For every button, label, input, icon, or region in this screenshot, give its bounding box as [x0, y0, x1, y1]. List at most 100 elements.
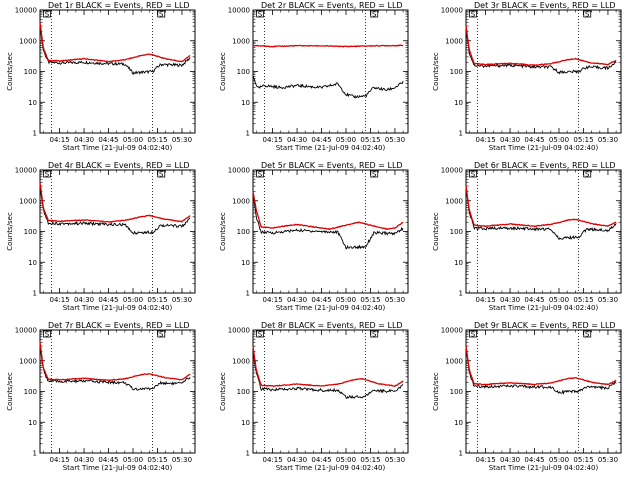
y-tick-label: 1: [33, 130, 37, 138]
segment-marker: [469, 330, 477, 338]
y-tick-label: 1: [459, 130, 463, 138]
y-tick-label: 100: [24, 388, 37, 396]
x-tick-label: 04:15: [262, 296, 282, 304]
x-tick-label: 04:45: [98, 136, 118, 144]
lld-rate-line: [39, 22, 191, 63]
x-tick-label: 05:00: [123, 136, 143, 144]
x-tick-label: 04:15: [49, 456, 69, 464]
lld-rate-line: [465, 346, 617, 386]
segment-marker: [157, 170, 166, 178]
x-tick-label: 05:00: [549, 136, 569, 144]
y-tick-label: 10000: [228, 167, 250, 175]
x-tick-label: 05:30: [385, 456, 405, 464]
y-tick-label: 10000: [441, 7, 463, 15]
x-tick-label: 04:30: [500, 136, 520, 144]
lld-rate-line: [39, 341, 191, 381]
y-tick-label: 10: [28, 419, 37, 427]
x-axis-label: Start Time (21-Jul-09 04:02:40): [489, 144, 599, 152]
segment-marker: [469, 10, 477, 18]
lld-rate-line: [252, 191, 404, 231]
x-tick-label: 05:00: [336, 456, 356, 464]
x-tick-label: 05:30: [598, 296, 618, 304]
y-tick-label: 10000: [15, 167, 37, 175]
plot-frame: [465, 9, 622, 134]
events-rate-line: [252, 75, 404, 99]
segment-marker: [256, 10, 264, 18]
segment-marker: [370, 10, 379, 18]
detector-panel-5: Det 5r BLACK = Events, RED = LLD 1 10 100 10…: [219, 161, 409, 312]
lld-rate-line: [252, 346, 404, 388]
x-tick-label: 04:30: [287, 136, 307, 144]
events-rate-line: [465, 188, 617, 241]
segment-marker: [583, 330, 592, 338]
y-tick-label: 1000: [19, 357, 37, 365]
x-tick-label: 05:30: [385, 296, 405, 304]
x-tick-label: 04:15: [262, 136, 282, 144]
x-tick-label: 04:15: [49, 136, 69, 144]
y-tick-label: 1000: [19, 197, 37, 205]
x-tick-label: 05:15: [360, 296, 380, 304]
y-tick-label: 1: [459, 290, 463, 298]
x-tick-label: 04:30: [287, 296, 307, 304]
events-rate-line: [39, 346, 191, 391]
y-tick-label: 1000: [232, 357, 250, 365]
segment-marker-label: S: [585, 331, 590, 339]
y-tick-label: 1: [33, 290, 37, 298]
segment-marker-label: S: [372, 331, 377, 339]
events-rate-line: [39, 186, 191, 236]
plot-frame: [39, 169, 196, 294]
segment-marker-label: S: [471, 171, 476, 179]
y-tick-label: 10: [454, 259, 463, 267]
x-tick-label: 04:30: [500, 296, 520, 304]
segment-marker-label: S: [45, 171, 50, 179]
x-tick-label: 05:00: [549, 296, 569, 304]
x-tick-label: 05:00: [549, 456, 569, 464]
y-tick-label: 1000: [232, 37, 250, 45]
segment-marker-label: S: [159, 11, 164, 19]
y-tick-label: 10000: [15, 7, 37, 15]
detector-panel-1: Det 1r BLACK = Events, RED = LLD 1 10 100 10…: [6, 1, 196, 152]
segment-marker-label: S: [471, 331, 476, 339]
panel-title: Det 6r BLACK = Events, RED = LLD: [474, 161, 616, 170]
y-tick-label: 1: [246, 290, 250, 298]
y-tick-label: 10000: [441, 327, 463, 335]
plot-frame: [39, 9, 196, 134]
panel-title: Det 9r BLACK = Events, RED = LLD: [474, 321, 616, 330]
segment-marker: [157, 10, 166, 18]
x-tick-label: 04:45: [311, 296, 331, 304]
segment-marker-label: S: [258, 331, 263, 339]
y-tick-label: 10: [241, 259, 250, 267]
plot-frame: [465, 329, 622, 454]
segment-marker-label: S: [159, 171, 164, 179]
events-rate-line: [252, 194, 404, 250]
segment-marker-label: S: [45, 11, 50, 19]
y-axis-label: Counts/sec: [432, 212, 440, 251]
y-axis-label: Counts/sec: [6, 212, 14, 251]
segment-marker-label: S: [258, 11, 263, 19]
x-tick-label: 04:45: [524, 296, 544, 304]
x-tick-label: 04:30: [500, 456, 520, 464]
x-axis-label: Start Time (21-Jul-09 04:02:40): [276, 464, 386, 472]
x-tick-label: 04:30: [74, 456, 94, 464]
detector-panel-9: Det 9r BLACK = Events, RED = LLD 1 10 100 10…: [432, 321, 622, 472]
events-rate-line: [465, 27, 617, 75]
events-rate-line: [465, 347, 617, 395]
x-tick-label: 05:15: [360, 456, 380, 464]
plot-frame: [252, 9, 409, 134]
x-tick-label: 04:45: [524, 456, 544, 464]
x-tick-label: 04:15: [262, 456, 282, 464]
y-tick-label: 10: [241, 99, 250, 107]
y-tick-label: 1: [246, 450, 250, 458]
y-axis-label: Counts/sec: [219, 372, 227, 411]
events-rate-line: [252, 352, 404, 399]
detector-panel-4: Det 4r BLACK = Events, RED = LLD 1 10 100 10…: [6, 161, 196, 312]
x-tick-label: 05:30: [172, 136, 192, 144]
segment-marker-label: S: [585, 171, 590, 179]
plot-frame: [465, 169, 622, 294]
y-tick-label: 10: [28, 259, 37, 267]
panel-title: Det 5r BLACK = Events, RED = LLD: [261, 161, 403, 170]
y-tick-label: 10: [454, 99, 463, 107]
y-tick-label: 10: [28, 99, 37, 107]
x-tick-label: 05:15: [573, 296, 593, 304]
